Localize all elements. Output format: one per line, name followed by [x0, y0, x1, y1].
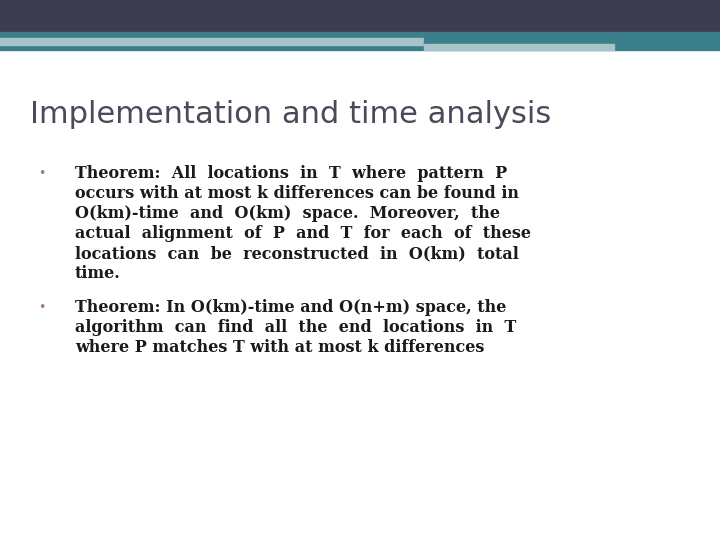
Bar	[0, 38, 424, 45]
Bar	[0, 0, 720, 32]
Text: Implementation and time analysis: Implementation and time analysis	[30, 100, 552, 129]
Text: where P matches T with at most k differences: where P matches T with at most k differe…	[75, 339, 485, 356]
Bar	[424, 38, 720, 45]
Text: O(km)-time  and  O(km)  space.  Moreover,  the: O(km)-time and O(km) space. Moreover, th…	[75, 205, 500, 222]
Bar	[424, 44, 614, 50]
Text: algorithm  can  find  all  the  end  locations  in  T: algorithm can find all the end locations…	[75, 319, 516, 336]
Text: locations  can  be  reconstructed  in  O(km)  total: locations can be reconstructed in O(km) …	[75, 245, 518, 262]
Text: Theorem:  All  locations  in  T  where  pattern  P: Theorem: All locations in T where patter…	[75, 165, 507, 182]
Bar	[0, 32, 720, 50]
Text: Theorem: In O(km)-time and O(n+m) space, the: Theorem: In O(km)-time and O(n+m) space,…	[75, 299, 506, 316]
Text: •: •	[38, 167, 45, 180]
Text: occurs with at most k differences can be found in: occurs with at most k differences can be…	[75, 185, 519, 202]
Text: actual  alignment  of  P  and  T  for  each  of  these: actual alignment of P and T for each of …	[75, 225, 531, 242]
Text: •: •	[38, 301, 45, 314]
Text: time.: time.	[75, 265, 121, 282]
